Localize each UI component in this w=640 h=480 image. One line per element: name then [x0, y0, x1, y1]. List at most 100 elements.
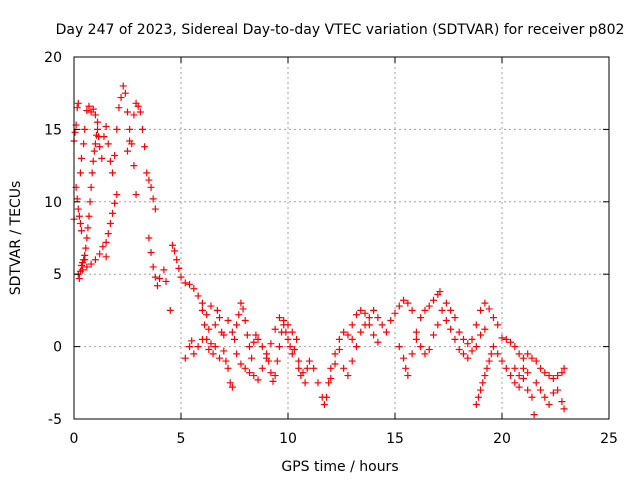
data-point	[190, 285, 198, 293]
data-point	[374, 314, 382, 322]
data-point	[194, 292, 202, 300]
data-point	[487, 350, 495, 358]
data-point	[151, 205, 159, 213]
data-point	[213, 306, 221, 314]
data-point	[288, 328, 296, 336]
data-point	[442, 299, 450, 307]
data-point	[472, 401, 480, 409]
data-point	[209, 350, 217, 358]
data-point	[109, 209, 117, 217]
data-point	[352, 343, 360, 351]
y-axis-label: SDTVAR / TECUs	[8, 181, 24, 296]
data-point	[83, 234, 91, 242]
data-point	[186, 343, 194, 351]
data-point	[231, 335, 238, 343]
data-point	[126, 125, 134, 133]
data-point	[220, 347, 228, 355]
data-point	[211, 343, 219, 351]
data-point	[378, 321, 386, 329]
data-point	[104, 230, 112, 238]
data-point	[331, 360, 339, 368]
data-point	[477, 331, 485, 339]
data-point	[498, 334, 506, 342]
data-point	[130, 162, 138, 170]
grid-lines	[74, 57, 609, 419]
data-point	[106, 157, 114, 165]
data-point	[145, 176, 153, 184]
data-point	[430, 296, 438, 304]
data-point	[126, 137, 134, 145]
data-point	[370, 331, 378, 339]
data-point	[554, 372, 562, 380]
data-point	[241, 317, 249, 325]
data-point	[421, 350, 429, 358]
data-point	[404, 299, 412, 307]
data-point	[203, 311, 211, 319]
data-point	[412, 335, 420, 343]
data-point	[515, 383, 523, 391]
data-point	[511, 379, 519, 387]
data-point	[430, 331, 438, 339]
data-point	[387, 317, 395, 325]
data-point	[340, 328, 348, 336]
data-point	[275, 343, 283, 351]
data-point	[77, 227, 85, 235]
data-point	[459, 350, 467, 358]
data-point	[83, 263, 91, 271]
data-point	[537, 364, 545, 372]
data-point	[263, 354, 271, 362]
data-point	[73, 104, 81, 112]
data-point	[400, 296, 408, 304]
data-point	[352, 311, 360, 319]
data-point	[151, 273, 159, 281]
data-point	[71, 128, 79, 136]
data-point	[216, 314, 224, 322]
data-point	[239, 305, 247, 313]
data-point	[106, 220, 114, 228]
data-point	[99, 243, 107, 251]
data-point	[224, 317, 232, 325]
data-point	[104, 140, 112, 148]
data-point	[370, 306, 378, 314]
data-point	[87, 183, 95, 191]
data-point	[519, 364, 527, 372]
data-point	[286, 343, 294, 351]
data-point	[90, 147, 98, 155]
data-point	[252, 331, 260, 339]
data-point	[554, 386, 562, 394]
data-point	[271, 372, 279, 380]
data-point	[245, 369, 253, 377]
data-point	[335, 345, 343, 353]
data-point	[451, 335, 459, 343]
data-point	[507, 338, 515, 346]
data-point	[267, 340, 275, 348]
data-point	[147, 248, 155, 256]
data-point	[198, 299, 206, 307]
y-tick-label: 15	[44, 122, 62, 138]
data-point	[115, 104, 123, 112]
data-point	[245, 343, 253, 351]
y-tick-label: 0	[53, 340, 62, 356]
data-point	[537, 386, 545, 394]
data-point	[87, 260, 95, 268]
data-point	[395, 302, 403, 310]
data-point	[79, 266, 87, 274]
data-point	[254, 335, 262, 343]
data-point	[235, 311, 243, 319]
data-point	[113, 125, 121, 133]
data-point	[541, 393, 549, 401]
data-point	[100, 133, 108, 141]
data-point	[477, 386, 485, 394]
data-point	[489, 343, 497, 351]
data-point	[348, 357, 356, 365]
data-point	[94, 118, 102, 126]
data-point	[267, 369, 275, 377]
data-point	[98, 154, 106, 162]
data-point	[121, 89, 129, 97]
data-point	[211, 321, 219, 329]
data-point	[130, 111, 138, 119]
data-point	[464, 354, 472, 362]
y-tick-label: 10	[44, 195, 62, 211]
